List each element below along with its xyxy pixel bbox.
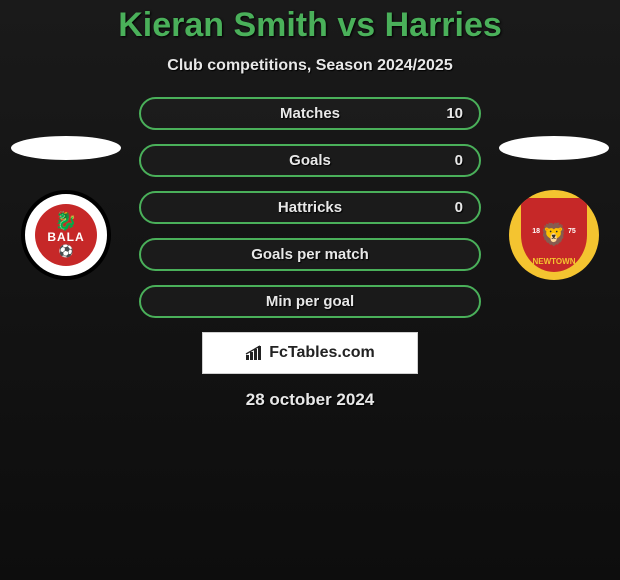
stat-label: Hattricks — [278, 199, 342, 216]
stat-value-right: 10 — [446, 105, 463, 122]
year-right: 75 — [568, 228, 576, 235]
page-title: Kieran Smith vs Harries — [0, 0, 620, 45]
left-crest-inner: 🐉 BALA ⚽ — [35, 204, 97, 266]
griffin-icon: 🦁 — [540, 222, 567, 248]
stat-label: Goals per match — [251, 246, 369, 263]
stat-row-hattricks: Hattricks 0 — [139, 191, 481, 224]
left-club-crest: 🐉 BALA ⚽ — [21, 190, 111, 280]
stat-row-gpm: Goals per match — [139, 238, 481, 271]
left-crest-text: BALA — [47, 230, 84, 244]
crest-years: 18 75 — [532, 228, 576, 235]
right-crest-inner: 🦁 18 75 NEWTOWN — [521, 198, 587, 272]
date-text: 28 october 2024 — [0, 390, 620, 410]
subtitle: Club competitions, Season 2024/2025 — [0, 57, 620, 75]
stat-label: Matches — [280, 105, 340, 122]
brand-box[interactable]: FcTables.com — [202, 332, 418, 374]
stat-row-matches: Matches 10 — [139, 97, 481, 130]
stat-value-right: 0 — [455, 152, 463, 169]
left-value-ellipse — [11, 136, 121, 160]
ball-icon: ⚽ — [59, 244, 74, 258]
stats-column: Matches 10 Goals 0 Hattricks 0 Goals per… — [139, 97, 481, 318]
comparison-row: 🐉 BALA ⚽ Matches 10 Goals 0 Hattricks 0 … — [0, 97, 620, 318]
left-club-column: 🐉 BALA ⚽ — [11, 136, 121, 280]
chart-icon — [245, 345, 265, 361]
stat-row-mpg: Min per goal — [139, 285, 481, 318]
year-left: 18 — [532, 228, 540, 235]
right-crest-text: NEWTOWN — [533, 257, 576, 266]
stat-label: Goals — [289, 152, 331, 169]
dragon-icon: 🐉 — [55, 212, 77, 230]
brand-text: FcTables.com — [269, 344, 375, 362]
right-club-column: 🦁 18 75 NEWTOWN — [499, 136, 609, 280]
right-club-crest: 🦁 18 75 NEWTOWN — [509, 190, 599, 280]
right-value-ellipse — [499, 136, 609, 160]
stat-value-right: 0 — [455, 199, 463, 216]
stat-row-goals: Goals 0 — [139, 144, 481, 177]
stat-label: Min per goal — [266, 293, 354, 310]
